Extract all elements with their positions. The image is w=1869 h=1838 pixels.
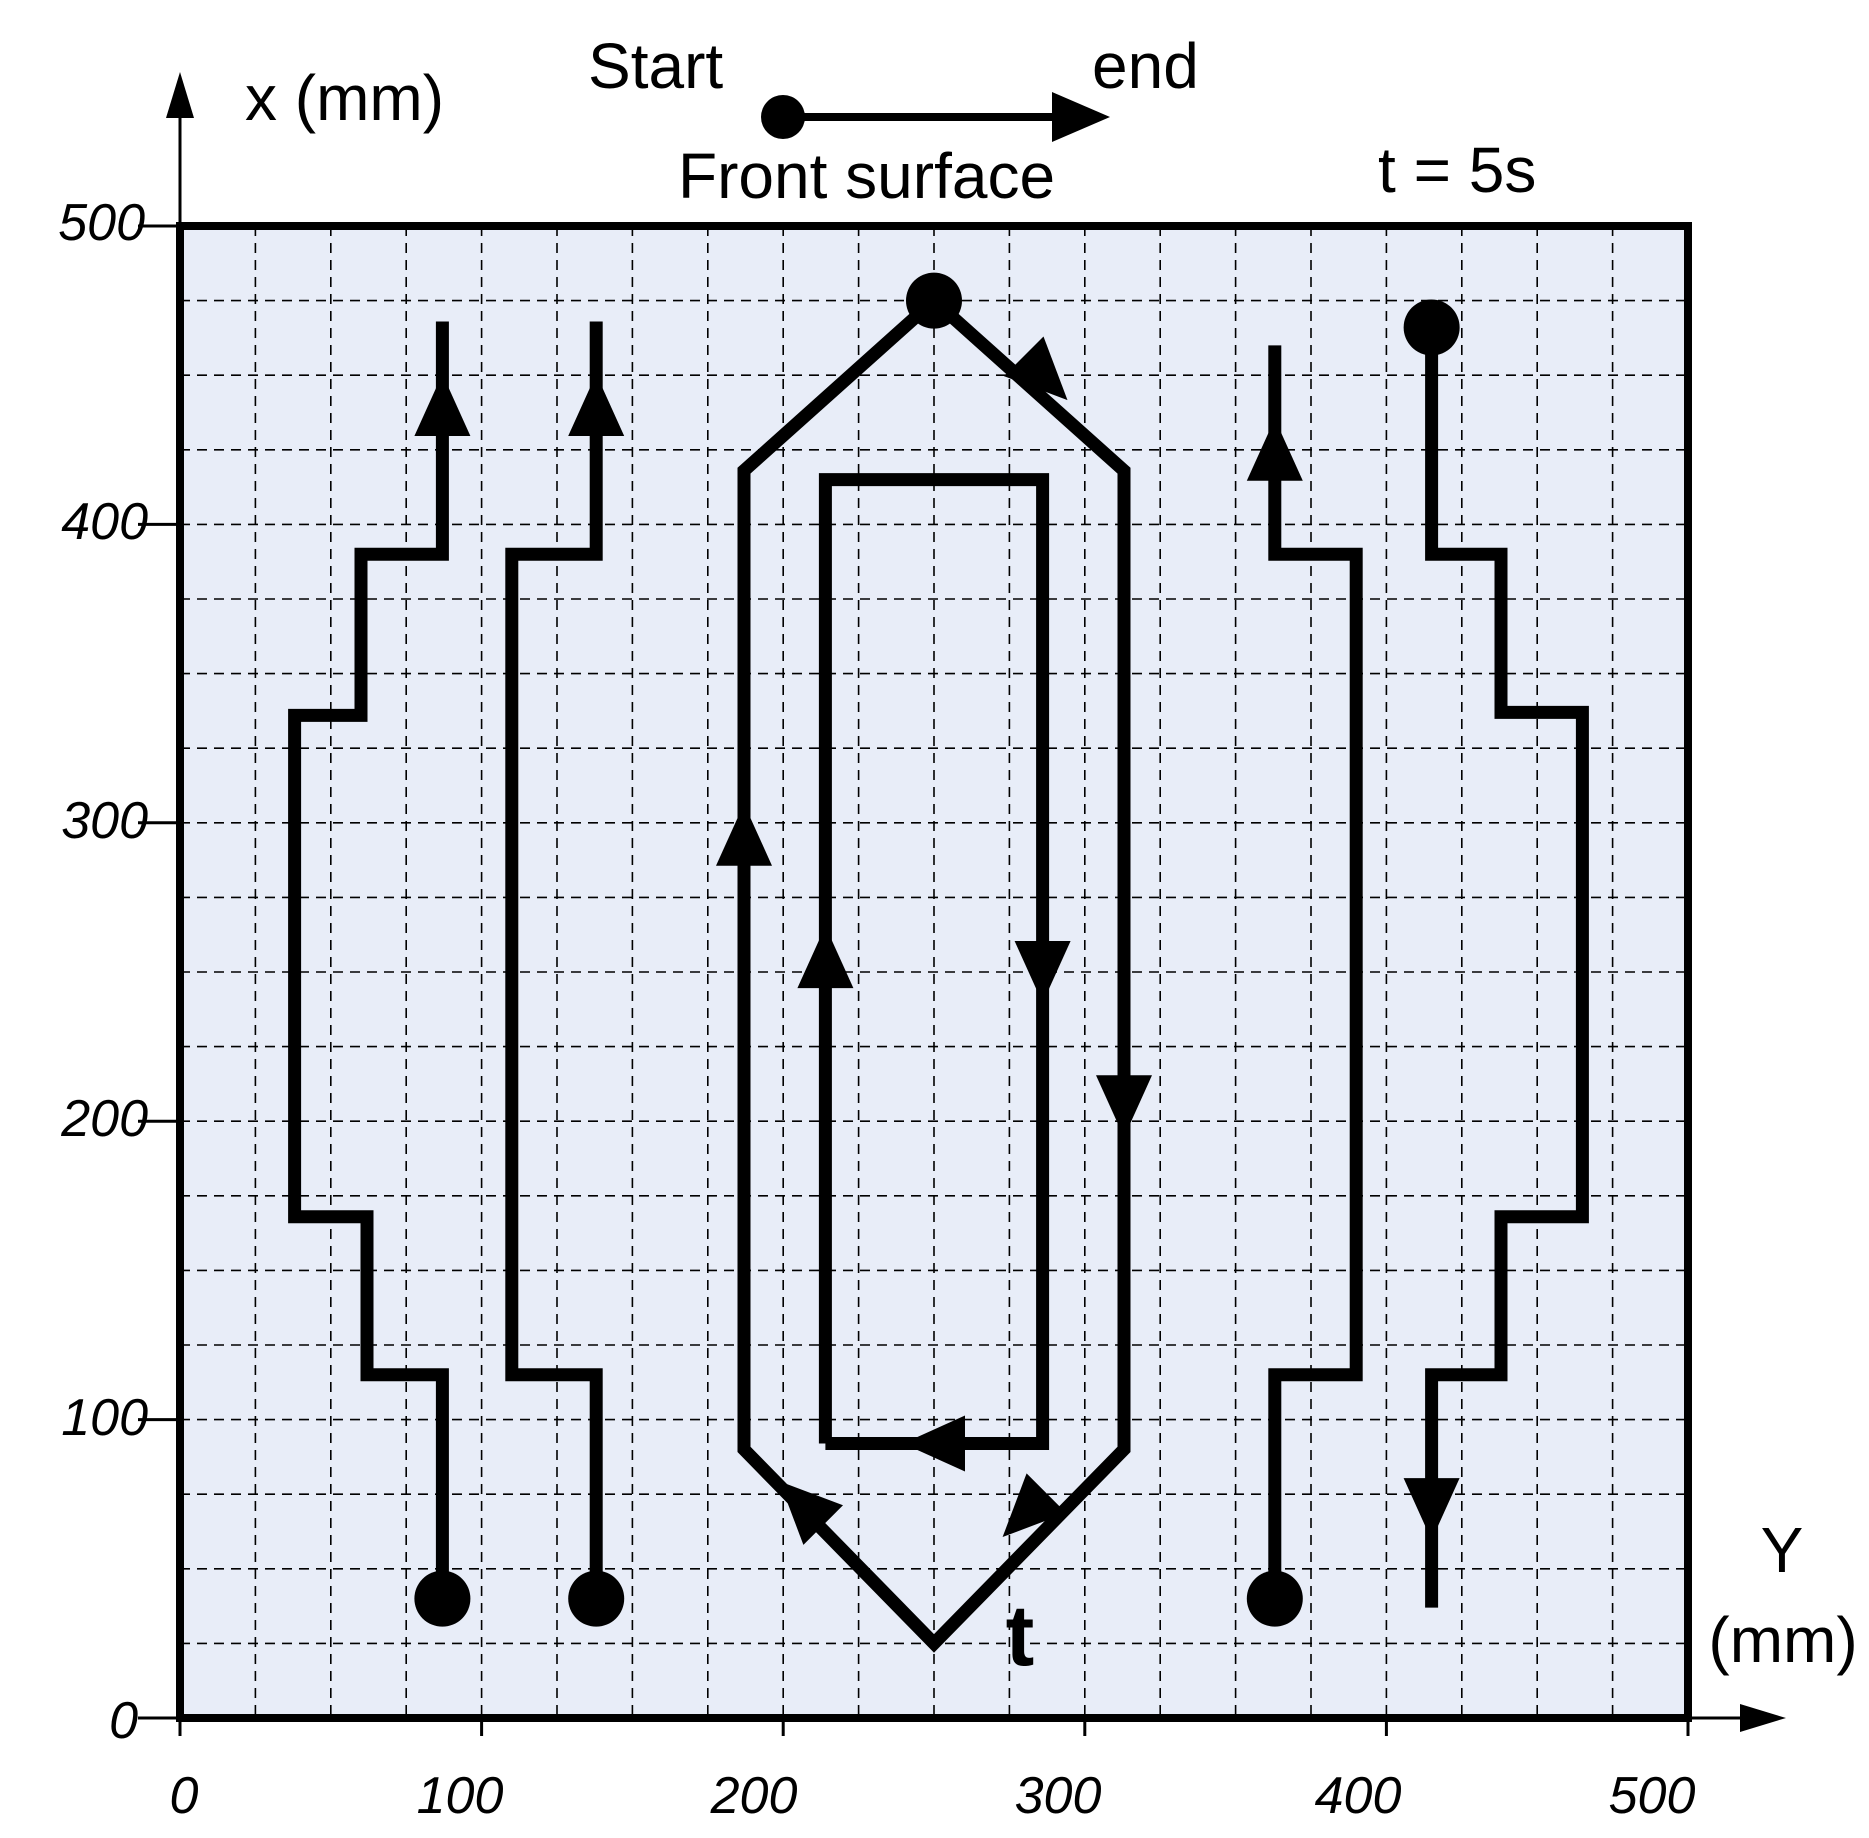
path-6 — [1403, 299, 1589, 1608]
direction-arrow-icon — [1003, 336, 1068, 401]
time-arrow-label: t — [1006, 1588, 1035, 1684]
legend-arrow-head-icon — [1052, 92, 1110, 142]
toolpath-line — [737, 295, 1131, 1653]
start-dot-icon — [906, 272, 962, 329]
toolpath-line — [1268, 345, 1363, 1599]
x-tick-label: 0 — [170, 1767, 199, 1825]
y-tick-label: 500 — [58, 194, 145, 252]
direction-arrow-icon — [1014, 941, 1071, 1003]
start-dot-icon — [568, 1570, 625, 1627]
toolpath-line — [505, 321, 603, 1599]
path-5 — [1246, 345, 1363, 1627]
start-dot-icon — [1246, 1570, 1303, 1627]
y-axis-label-line2: (mm) — [1708, 1604, 1857, 1676]
direction-arrow-icon — [1096, 1075, 1152, 1138]
direction-arrow-icon — [568, 374, 625, 436]
y-tick-label: 300 — [61, 792, 148, 850]
legend-start-label: Start — [588, 30, 723, 102]
direction-arrow-icon — [903, 1415, 965, 1472]
direction-arrow-icon — [1246, 418, 1303, 481]
toolpath-line — [818, 473, 1050, 1450]
y-tick-label: 200 — [60, 1090, 148, 1148]
vertical-axis-arrow-icon — [166, 72, 194, 118]
path-1 — [288, 321, 471, 1627]
path-3 — [716, 272, 1152, 1653]
y-axis-label-line1: Y — [1761, 1514, 1804, 1586]
direction-arrow-icon — [1002, 1473, 1067, 1537]
y-tick-label: 400 — [61, 493, 148, 551]
vertical-tick-labels: 0 100 200 300 400 500 — [58, 194, 148, 1750]
toolpath-line — [1425, 327, 1589, 1608]
legend-end-label: end — [1092, 30, 1199, 102]
surface-label: Front surface — [678, 140, 1055, 212]
direction-arrow-icon — [779, 1481, 843, 1545]
toolpath-line — [288, 321, 449, 1599]
x-axis-label: x (mm) — [245, 62, 444, 134]
x-tick-label: 400 — [1315, 1767, 1402, 1825]
path-4 — [797, 473, 1071, 1472]
direction-arrow-icon — [716, 803, 772, 866]
start-dot-icon — [1403, 299, 1460, 356]
tick-marks — [138, 224, 1690, 1736]
toolpaths — [288, 272, 1589, 1653]
direction-arrow-icon — [1403, 1478, 1460, 1541]
horizontal-tick-labels: 0 100 200 300 400 500 — [170, 1767, 1696, 1825]
direction-arrow-icon — [797, 926, 854, 989]
path-2 — [505, 321, 625, 1627]
grid-lines — [180, 226, 1688, 1718]
y-tick-label: 0 — [109, 1692, 138, 1750]
x-tick-label: 500 — [1609, 1767, 1696, 1825]
x-tick-label: 200 — [710, 1767, 798, 1825]
y-tick-label: 100 — [61, 1389, 148, 1447]
x-tick-label: 300 — [1015, 1767, 1102, 1825]
time-label: t = 5s — [1378, 134, 1536, 206]
x-tick-label: 100 — [417, 1767, 504, 1825]
horizontal-axis-arrow-icon — [1740, 1704, 1786, 1732]
direction-arrow-icon — [414, 374, 471, 436]
start-dot-icon — [414, 1570, 471, 1627]
